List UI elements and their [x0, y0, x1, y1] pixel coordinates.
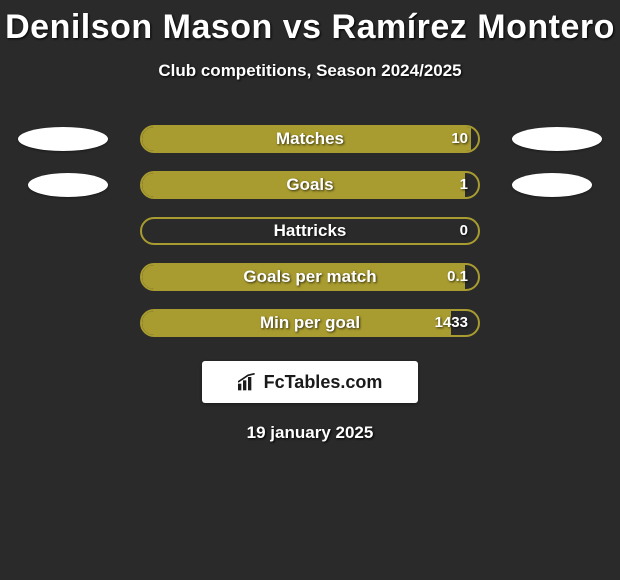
player-right-marker: [512, 127, 602, 151]
stat-row: Matches10: [0, 125, 620, 153]
brand-badge[interactable]: FcTables.com: [202, 361, 418, 403]
date-label: 19 january 2025: [0, 423, 620, 443]
stat-label: Hattricks: [142, 219, 478, 243]
stat-row: Goals1: [0, 171, 620, 199]
stat-row: Goals per match0.1: [0, 263, 620, 291]
stat-bar: Goals per match0.1: [140, 263, 480, 291]
stat-label: Min per goal: [142, 311, 478, 335]
player-right-marker: [512, 173, 592, 197]
stat-row: Min per goal1433: [0, 309, 620, 337]
stat-label: Goals per match: [142, 265, 478, 289]
stat-label: Matches: [142, 127, 478, 151]
stat-label: Goals: [142, 173, 478, 197]
stat-value: 10: [451, 127, 468, 151]
stat-value: 1433: [435, 311, 468, 335]
stat-value: 1: [460, 173, 468, 197]
bar-chart-icon: [238, 373, 258, 391]
stats-rows: Matches10Goals1Hattricks0Goals per match…: [0, 125, 620, 337]
stat-bar: Hattricks0: [140, 217, 480, 245]
stat-value: 0.1: [447, 265, 468, 289]
stat-row: Hattricks0: [0, 217, 620, 245]
page-title: Denilson Mason vs Ramírez Montero: [0, 0, 620, 47]
stat-bar: Matches10: [140, 125, 480, 153]
stat-bar: Goals1: [140, 171, 480, 199]
subtitle: Club competitions, Season 2024/2025: [0, 61, 620, 81]
player-left-marker: [28, 173, 108, 197]
widget-container: Denilson Mason vs Ramírez Montero Club c…: [0, 0, 620, 580]
brand-text: FcTables.com: [264, 372, 383, 393]
stat-bar: Min per goal1433: [140, 309, 480, 337]
player-left-marker: [18, 127, 108, 151]
stat-value: 0: [460, 219, 468, 243]
